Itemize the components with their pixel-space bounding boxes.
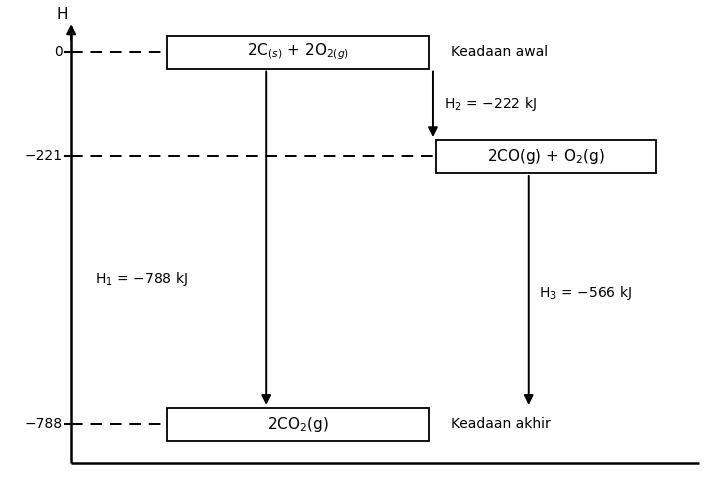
FancyBboxPatch shape bbox=[167, 408, 429, 441]
Text: H: H bbox=[56, 7, 68, 22]
Text: −221: −221 bbox=[25, 149, 62, 163]
Text: Keadaan awal: Keadaan awal bbox=[450, 45, 548, 59]
Text: 2CO$_2$(g): 2CO$_2$(g) bbox=[267, 415, 329, 434]
Text: 2CO(g) + O$_2$(g): 2CO(g) + O$_2$(g) bbox=[487, 147, 605, 166]
FancyBboxPatch shape bbox=[167, 36, 429, 68]
Text: H$_3$ = −566 kJ: H$_3$ = −566 kJ bbox=[539, 284, 632, 302]
Text: H$_2$ = −222 kJ: H$_2$ = −222 kJ bbox=[444, 95, 536, 113]
Text: 2C$_{(s)}$ + 2O$_{2(g)}$: 2C$_{(s)}$ + 2O$_{2(g)}$ bbox=[247, 42, 349, 62]
FancyBboxPatch shape bbox=[437, 140, 657, 173]
Text: 0: 0 bbox=[54, 45, 62, 59]
Text: H$_1$ = −788 kJ: H$_1$ = −788 kJ bbox=[96, 270, 188, 288]
Text: −788: −788 bbox=[25, 417, 62, 431]
Text: Keadaan akhir: Keadaan akhir bbox=[450, 417, 550, 431]
